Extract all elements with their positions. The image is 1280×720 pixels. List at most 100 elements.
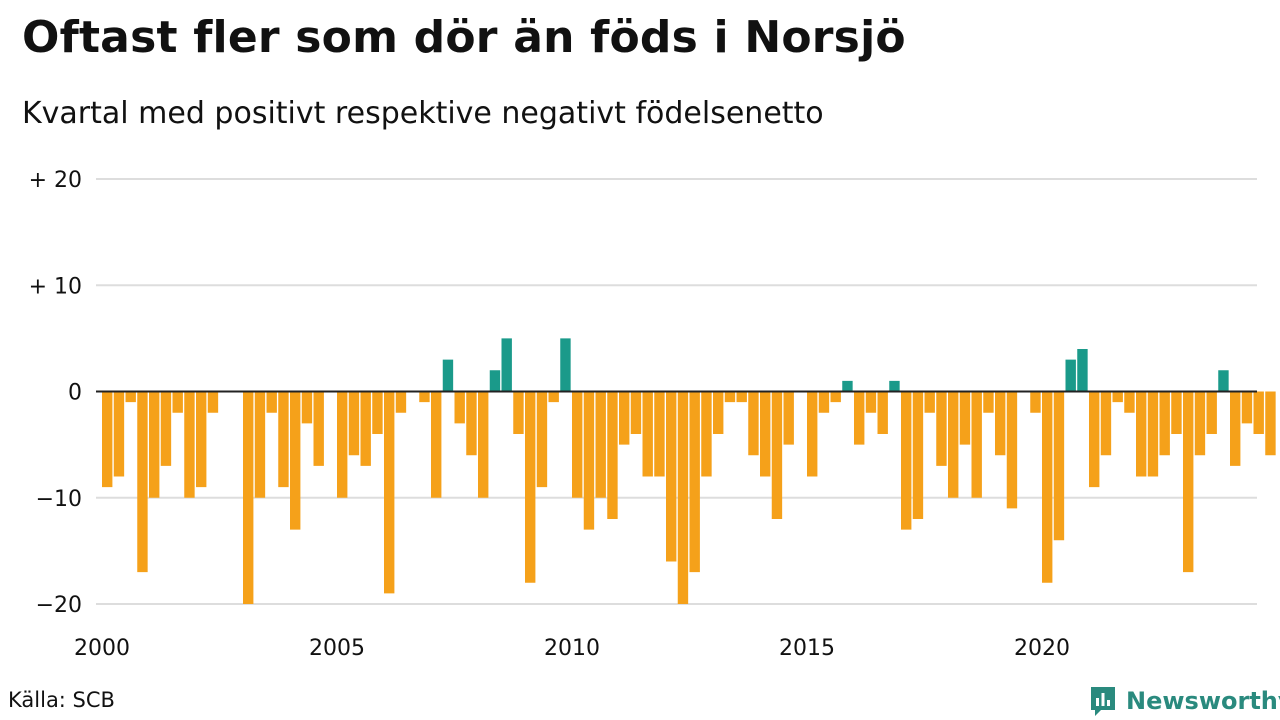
bar: [348, 391, 360, 456]
bar: [1077, 349, 1088, 392]
bar: [149, 391, 160, 498]
bar: [384, 391, 395, 594]
bar: [654, 391, 665, 477]
bar: [525, 391, 536, 583]
bar: [677, 391, 689, 604]
bar: [666, 391, 677, 562]
x-axis-labels: 2000 2005 2010 2015 2020: [74, 636, 1070, 661]
bar: [337, 391, 348, 498]
bar: [278, 391, 289, 488]
bar: [160, 391, 172, 466]
bar: [1230, 391, 1241, 466]
bar: [783, 391, 794, 445]
bar: [1147, 391, 1159, 477]
bar: [642, 391, 653, 477]
brand-logo: Newsworthy: [1088, 684, 1280, 718]
bar: [395, 391, 407, 413]
bar: [207, 391, 219, 413]
bar: [1183, 391, 1194, 573]
x-tick-label: 2010: [544, 636, 600, 661]
brand-name: Newsworthy: [1126, 687, 1280, 715]
bar: [466, 391, 477, 456]
bar: [701, 391, 712, 477]
bar: [1159, 391, 1170, 456]
bar: [419, 391, 430, 403]
bar: [254, 391, 266, 498]
y-tick-label: 0: [68, 381, 82, 406]
bar: [501, 338, 512, 392]
bar: [1112, 391, 1123, 403]
y-tick-label: + 10: [29, 274, 82, 299]
y-tick-label: −20: [36, 593, 82, 618]
bars: [102, 338, 1276, 604]
bar: [113, 391, 125, 477]
bar: [724, 391, 736, 403]
bar: [889, 380, 900, 392]
bar: [489, 370, 501, 392]
bar: [513, 391, 524, 434]
bar-chart: + 20 + 10 0 −10 −20 2000 2005 2010 2015 2020: [29, 168, 1276, 661]
chart-title: Oftast fler som dör än föds i Norsjö: [22, 12, 906, 63]
bar: [842, 380, 853, 392]
bar: [266, 391, 277, 413]
bar: [1265, 391, 1276, 456]
bar: [431, 391, 442, 498]
bar: [595, 391, 606, 498]
y-tick-label: + 20: [29, 168, 82, 193]
bar: [983, 391, 994, 413]
bar: [760, 391, 771, 477]
bar: [372, 391, 383, 434]
bar: [748, 391, 759, 456]
bar: [1100, 391, 1112, 456]
bar: [807, 391, 818, 477]
bar: [854, 391, 865, 445]
bar: [583, 391, 595, 530]
bar: [536, 391, 548, 488]
bar: [924, 391, 935, 413]
bar: [125, 391, 136, 403]
bar: [959, 391, 971, 445]
bar: [442, 359, 454, 392]
bar: [713, 391, 724, 434]
bar: [1030, 391, 1041, 413]
bar: [995, 391, 1006, 456]
bar: [454, 391, 465, 424]
newsworthy-chart-icon: [1091, 687, 1115, 716]
bar: [1194, 391, 1206, 456]
bar: [877, 391, 888, 434]
bar: [478, 391, 489, 498]
bar: [1171, 391, 1182, 434]
y-axis-labels: + 20 + 10 0 −10 −20: [29, 168, 82, 618]
bar: [771, 391, 783, 519]
bar: [360, 391, 371, 466]
bar: [1124, 391, 1135, 413]
bar: [901, 391, 912, 530]
x-tick-label: 2020: [1014, 636, 1070, 661]
bar: [1206, 391, 1217, 434]
bar: [830, 391, 841, 403]
bar: [1089, 391, 1100, 488]
x-tick-label: 2015: [779, 636, 835, 661]
bar: [936, 391, 947, 466]
bar: [630, 391, 642, 434]
chart-subtitle: Kvartal med positivt respektive negativt…: [22, 96, 824, 131]
bar: [865, 391, 877, 413]
bar: [736, 391, 747, 403]
bar: [1042, 391, 1053, 583]
bar: [818, 391, 830, 413]
bar: [301, 391, 313, 424]
bar: [560, 338, 571, 392]
bar: [102, 391, 113, 488]
bar: [1253, 391, 1264, 434]
bar: [172, 391, 183, 413]
bar: [689, 391, 700, 573]
bar: [607, 391, 618, 519]
bar: [948, 391, 959, 498]
bar: [313, 391, 324, 466]
bar: [1053, 391, 1065, 541]
bar: [184, 391, 195, 498]
bar: [912, 391, 924, 519]
bar: [1136, 391, 1147, 477]
bar: [548, 391, 559, 403]
bar: [137, 391, 148, 573]
